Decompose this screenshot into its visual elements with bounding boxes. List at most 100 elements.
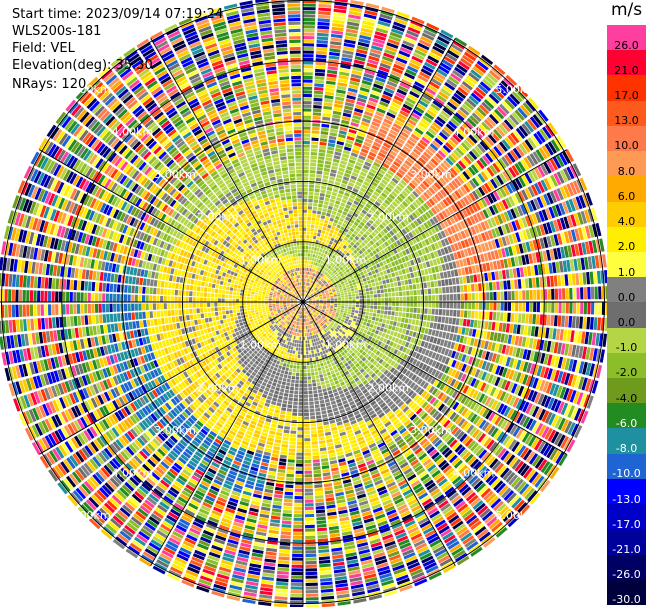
velocity-gate <box>306 329 308 333</box>
velocity-gate <box>426 109 437 118</box>
velocity-gate <box>369 184 376 191</box>
velocity-gate <box>341 53 353 59</box>
velocity-gate <box>303 398 309 402</box>
velocity-gate <box>401 200 409 208</box>
velocity-gate <box>347 91 357 97</box>
velocity-gate <box>315 65 326 70</box>
velocity-gate <box>322 468 330 473</box>
velocity-gate <box>362 278 367 282</box>
velocity-gate <box>337 78 348 84</box>
velocity-gate <box>304 438 311 442</box>
velocity-gate <box>387 183 395 190</box>
velocity-gate <box>318 545 329 550</box>
velocity-gate <box>311 372 315 376</box>
velocity-gate <box>428 198 436 206</box>
velocity-gate <box>312 357 316 361</box>
velocity-gate <box>331 467 339 472</box>
velocity-gate <box>398 85 409 93</box>
velocity-gate <box>445 184 453 193</box>
velocity-gate <box>381 302 385 306</box>
velocity-gate <box>397 281 402 286</box>
velocity-gate <box>571 273 576 286</box>
velocity-gate <box>304 492 314 496</box>
velocity-gate <box>331 234 337 239</box>
velocity-gate <box>399 322 404 328</box>
velocity-gate <box>312 277 316 281</box>
velocity-gate <box>329 359 334 363</box>
velocity-gate <box>423 191 430 200</box>
velocity-gate <box>382 162 390 169</box>
velocity-gate <box>389 203 396 210</box>
velocity-gate <box>342 211 348 216</box>
velocity-gate <box>305 528 315 532</box>
velocity-gate <box>322 388 327 393</box>
velocity-gate <box>355 181 362 187</box>
velocity-gate <box>318 263 322 268</box>
velocity-gate <box>568 273 573 286</box>
velocity-gate <box>323 424 330 429</box>
velocity-gate <box>521 278 526 289</box>
velocity-gate <box>311 289 314 293</box>
velocity-gate <box>345 98 355 104</box>
velocity-gate <box>312 206 318 211</box>
velocity-gate <box>313 349 317 354</box>
velocity-gate <box>309 358 313 362</box>
velocity-gate <box>328 525 339 531</box>
velocity-gate <box>470 284 475 292</box>
velocity-gate <box>383 118 393 125</box>
velocity-gate <box>450 270 455 277</box>
velocity-gate <box>370 294 374 298</box>
velocity-gate <box>518 125 529 137</box>
velocity-gate <box>463 100 475 111</box>
velocity-gate <box>498 82 510 94</box>
velocity-gate <box>329 253 334 258</box>
velocity-gate <box>323 391 328 396</box>
velocity-gate <box>369 309 374 313</box>
velocity-gate <box>319 193 325 197</box>
velocity-gate <box>304 329 307 333</box>
velocity-gate <box>378 17 392 24</box>
velocity-gate <box>509 268 514 279</box>
velocity-gate <box>323 395 329 400</box>
velocity-gate <box>412 284 417 290</box>
velocity-gate <box>333 411 340 416</box>
velocity-gate <box>320 253 324 257</box>
velocity-gate <box>386 283 391 288</box>
velocity-gate <box>322 116 331 121</box>
velocity-gate <box>367 280 371 284</box>
velocity-gate <box>510 132 520 144</box>
velocity-gate <box>411 212 418 219</box>
velocity-gate <box>321 592 334 597</box>
velocity-gate <box>316 516 326 521</box>
velocity-gate <box>308 279 311 283</box>
velocity-gate <box>591 302 595 315</box>
velocity-gate <box>376 263 381 268</box>
velocity-gate <box>383 159 392 166</box>
velocity-gate <box>431 302 436 308</box>
velocity-gate <box>373 141 382 148</box>
velocity-gate <box>391 326 396 331</box>
velocity-gate <box>381 275 385 280</box>
velocity-gate <box>589 317 594 330</box>
velocity-gate <box>401 43 414 51</box>
velocity-gate <box>337 375 342 380</box>
velocity-gate <box>303 46 314 51</box>
velocity-gate <box>318 259 321 264</box>
velocity-gate <box>447 170 456 179</box>
velocity-gate <box>327 299 331 301</box>
velocity-gate <box>464 302 468 310</box>
velocity-gate <box>403 218 410 226</box>
velocity-gate <box>366 322 371 327</box>
velocity-gate <box>327 142 335 148</box>
velocity-gate <box>382 270 388 275</box>
velocity-gate <box>359 31 373 37</box>
velocity-gate <box>312 273 316 277</box>
velocity-gate <box>529 116 540 129</box>
velocity-gate <box>428 106 439 115</box>
velocity-gate <box>432 100 443 109</box>
velocity-gate <box>402 40 415 48</box>
velocity-gate <box>514 109 525 121</box>
velocity-gate <box>371 45 383 52</box>
velocity-gate <box>391 311 395 316</box>
velocity-gate <box>507 312 511 322</box>
